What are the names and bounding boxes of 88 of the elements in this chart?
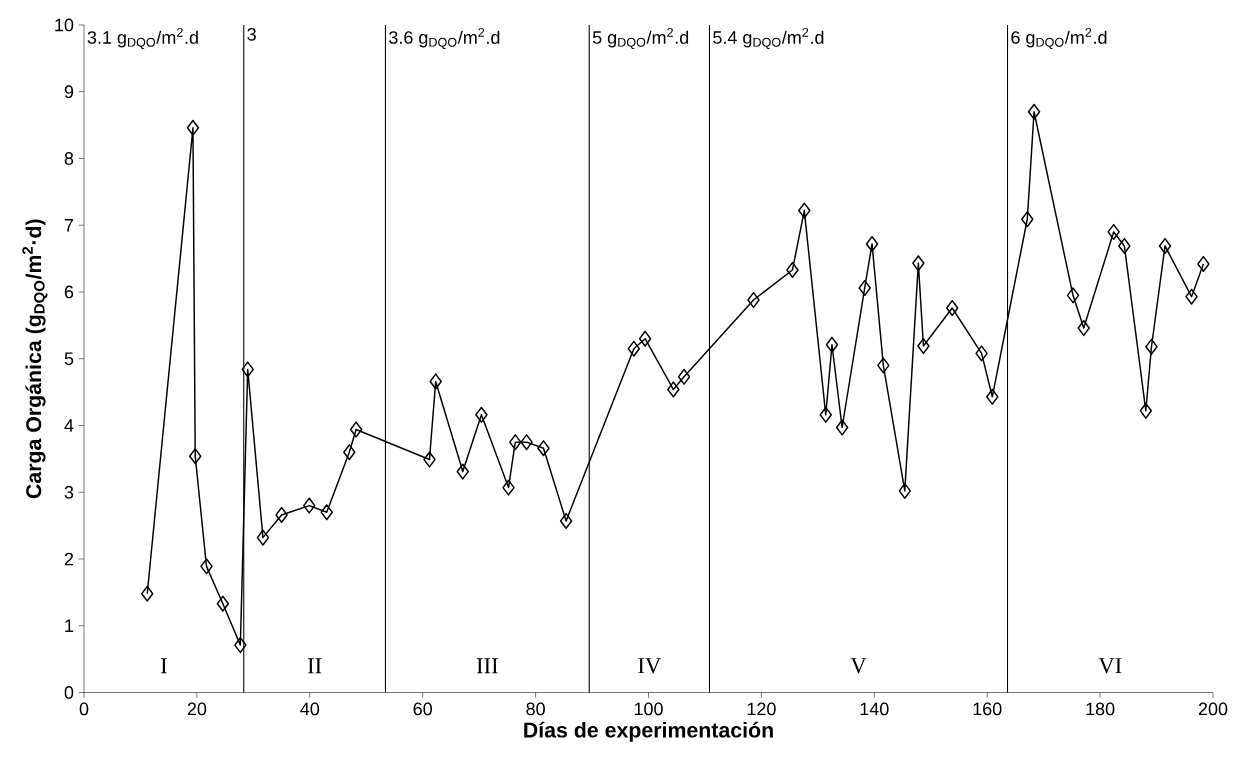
point (509, 434, 522, 451)
x-tick-label: 200 (1198, 702, 1228, 716)
point (475, 406, 488, 423)
point (200, 558, 213, 575)
point (835, 419, 849, 436)
point (638, 330, 652, 347)
y-tick-label: 6 (64, 285, 74, 299)
annotation: 6 g$_{DQO}$/m$^{2}$.d (1011, 27, 1107, 49)
point (559, 512, 573, 530)
point (825, 336, 839, 353)
point (423, 451, 436, 468)
annotation: IV (638, 658, 662, 674)
point (537, 440, 550, 457)
point (188, 448, 202, 465)
point (912, 255, 925, 272)
point (1066, 287, 1080, 304)
point (234, 637, 247, 654)
x-tick-label: 0 (79, 702, 89, 716)
point (186, 119, 200, 136)
annotation: III (476, 658, 498, 674)
point (986, 388, 999, 405)
y-tick-label: 2 (64, 552, 74, 566)
annotation: II (307, 658, 322, 674)
point (1185, 288, 1198, 305)
point (865, 235, 879, 253)
point (1145, 338, 1158, 355)
point (1197, 255, 1210, 273)
point (256, 529, 270, 546)
y-tick-label: 3 (64, 485, 74, 499)
x-tick-label: 40 (300, 702, 320, 716)
point (303, 497, 316, 514)
point (520, 434, 533, 451)
x-tick-label: 140 (860, 702, 889, 716)
point (1027, 103, 1041, 120)
y-tick-label: 9 (64, 85, 74, 99)
y-tick-label: 10 (55, 18, 74, 32)
x-tick-label: 80 (526, 702, 545, 716)
point (1158, 237, 1172, 255)
annotation: 5 g$_{DQO}$/m$^{2}$.d (592, 27, 689, 49)
point (858, 279, 871, 297)
annotation: 3.1 g$_{DQO}$/m$^{2}$.d (87, 27, 198, 49)
y-tick-label: 7 (64, 219, 74, 232)
point (747, 291, 760, 309)
point (1139, 402, 1153, 419)
point (241, 361, 254, 378)
point (1118, 237, 1131, 255)
point (667, 381, 680, 398)
annotation: V (850, 658, 867, 674)
point (456, 463, 470, 480)
y-tick-label: 0 (64, 686, 74, 699)
point (140, 585, 154, 602)
x-tick-label: 60 (413, 702, 433, 716)
point (216, 595, 230, 612)
point (975, 345, 988, 362)
point (677, 368, 691, 385)
x-tick-label: 20 (187, 702, 207, 716)
annotation: 3.6 g$_{DQO}$/m$^{2}$.d (389, 27, 500, 49)
point (1077, 319, 1090, 337)
point (502, 479, 515, 496)
y-tick-label: 5 (64, 352, 74, 366)
point (917, 337, 930, 355)
point (343, 444, 356, 461)
x-tick-label: 100 (634, 702, 663, 716)
y-tick-label: 4 (64, 419, 74, 432)
point (320, 504, 333, 521)
y-tick-label: 1 (65, 619, 74, 632)
point (798, 202, 811, 219)
annotation: I (160, 658, 167, 674)
x-axis-title: Días de experimentación (524, 721, 773, 742)
point (429, 373, 442, 390)
annotation: VI (1098, 658, 1122, 674)
point (1107, 223, 1120, 240)
point (877, 357, 890, 374)
annotation: 3 (247, 27, 256, 41)
y-axis-title: Carga Orgánica (g$_{DQO}$/m$^{2}$·d) (22, 219, 48, 499)
point (275, 506, 288, 524)
y-tick-label: 8 (64, 152, 74, 165)
point (627, 340, 641, 357)
point (786, 261, 799, 279)
x-tick-label: 160 (973, 702, 1002, 716)
point (819, 406, 832, 423)
point (898, 482, 912, 499)
x-tick-label: 120 (747, 702, 776, 716)
annotation: 5.4 g$_{DQO}$/m$^{2}$.d (713, 27, 824, 49)
x-tick-label: 180 (1086, 702, 1115, 716)
point (945, 299, 959, 317)
point (1021, 211, 1034, 228)
point (349, 421, 363, 438)
